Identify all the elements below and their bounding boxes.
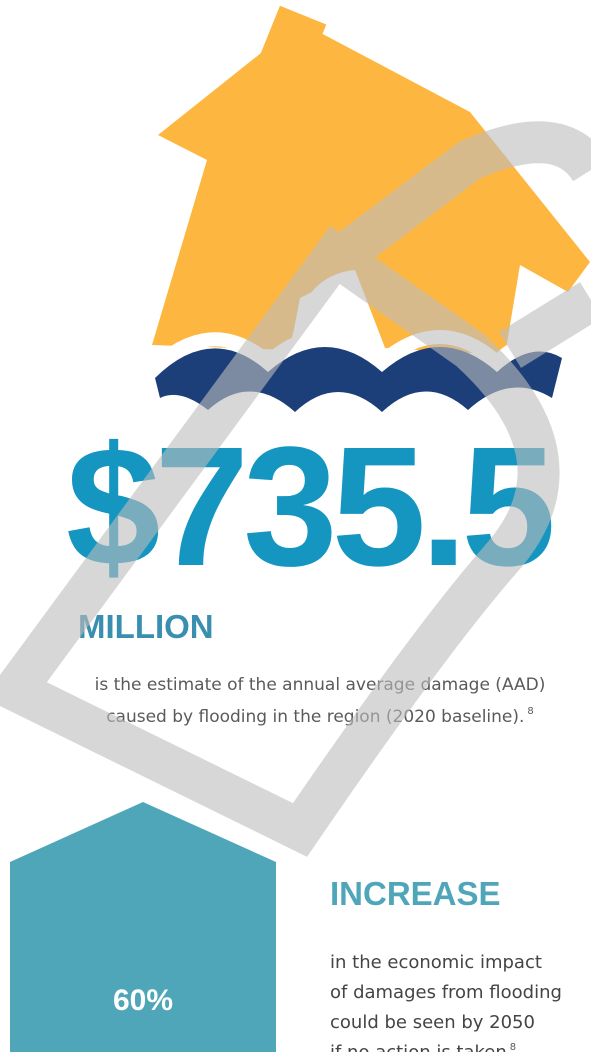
- description-line: of damages from flooding: [330, 982, 562, 1003]
- headline-description: is the estimate of the annual average da…: [95, 675, 546, 727]
- description-line: could be seen by 2050: [330, 1012, 535, 1033]
- description-line: is the estimate of the annual average da…: [95, 675, 546, 695]
- stat-label: INCREASE: [330, 875, 501, 912]
- footnote: 8: [510, 1042, 516, 1052]
- footnote: 8: [527, 706, 533, 717]
- stat-value: 60%: [113, 984, 173, 1017]
- headline-unit: MILLION: [78, 608, 214, 645]
- stat-description: in the economic impact of damages from fl…: [330, 952, 562, 1052]
- description-line: caused by flooding in the region (2020 b…: [106, 706, 534, 727]
- description-line: in the economic impact: [330, 952, 542, 973]
- infographic: $735.5 MILLION is the estimate of the an…: [0, 0, 591, 1052]
- page: $735.5 MILLION is the estimate of the an…: [0, 0, 591, 1052]
- description-line: if no action is taken8: [330, 1042, 516, 1052]
